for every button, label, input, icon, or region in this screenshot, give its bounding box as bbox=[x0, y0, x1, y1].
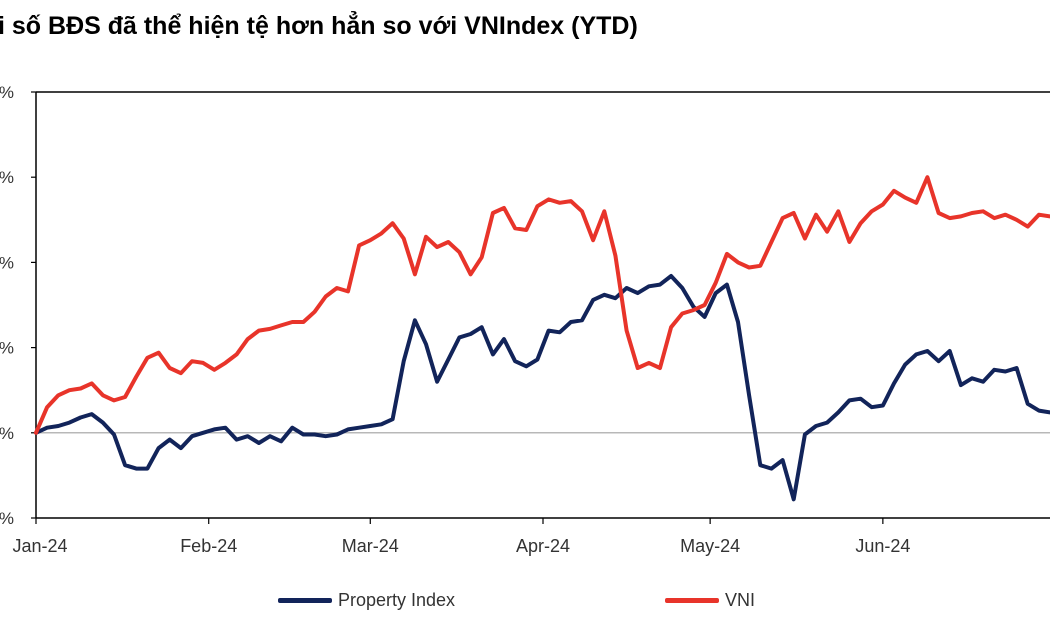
legend-label-property-index: Property Index bbox=[338, 590, 456, 610]
series-line-property-index bbox=[34, 274, 1050, 502]
chart-title: i số BĐS đã thể hiện tệ hơn hẳn so với V… bbox=[0, 12, 638, 40]
x-tick-label: Mar-24 bbox=[342, 536, 399, 556]
legend-swatch-vni bbox=[665, 598, 719, 603]
chart-axes: %%%%%% Jan-24 Feb-24 Mar-24 Apr-24 May-24 Jun-… bbox=[0, 83, 1050, 556]
chart-legend: Property Index VNI bbox=[0, 590, 1050, 618]
chart-series bbox=[34, 175, 1050, 502]
x-tick-label: Jun-24 bbox=[855, 536, 910, 556]
y-tick-label: % bbox=[0, 339, 14, 358]
y-tick-label: % bbox=[0, 509, 14, 528]
x-tick-label: Feb-24 bbox=[180, 536, 237, 556]
x-tick-label: May-24 bbox=[680, 536, 740, 556]
legend-item-property-index: Property Index bbox=[278, 590, 455, 611]
legend-item-vni: VNI bbox=[665, 590, 755, 611]
series-line-vni bbox=[34, 175, 1050, 435]
y-tick-label: % bbox=[0, 424, 14, 443]
y-tick-label: % bbox=[0, 168, 14, 187]
y-tick-label: % bbox=[0, 253, 14, 272]
x-tick-label: Apr-24 bbox=[516, 536, 570, 556]
legend-swatch-property-index bbox=[278, 598, 332, 603]
y-tick-label: % bbox=[0, 83, 14, 102]
legend-label-vni: VNI bbox=[725, 590, 756, 610]
x-tick-label: Jan-24 bbox=[12, 536, 67, 556]
